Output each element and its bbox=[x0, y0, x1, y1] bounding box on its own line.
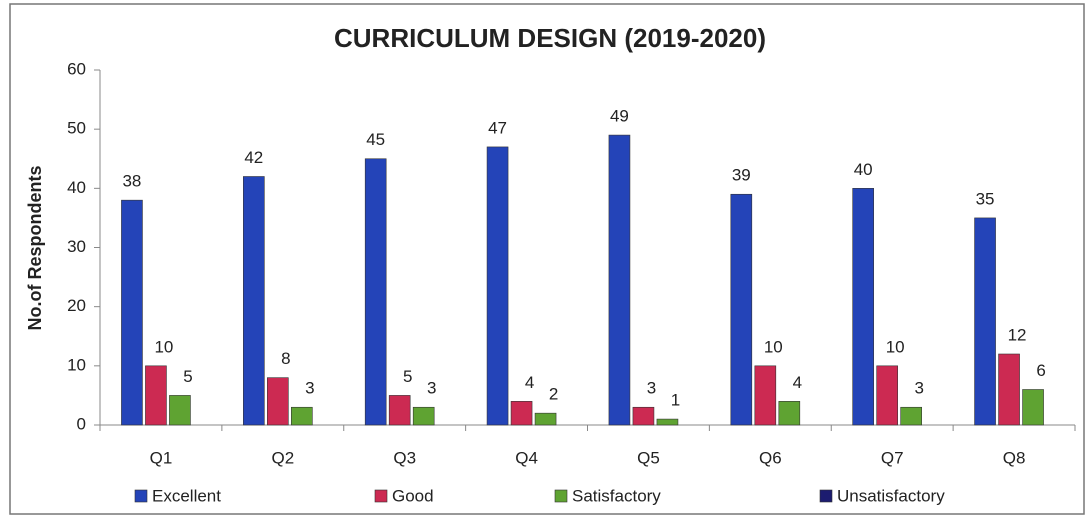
data-label: 42 bbox=[244, 148, 263, 167]
legend-swatch bbox=[819, 489, 833, 503]
data-label: 12 bbox=[1008, 325, 1027, 344]
data-label: 5 bbox=[183, 367, 192, 386]
data-label: 3 bbox=[914, 379, 923, 398]
bar bbox=[145, 365, 167, 426]
y-tick-label: 60 bbox=[67, 59, 86, 78]
bar bbox=[486, 146, 509, 426]
data-label: 3 bbox=[305, 379, 314, 398]
data-label: 10 bbox=[886, 337, 905, 356]
x-tick-label: Q6 bbox=[759, 448, 782, 467]
y-tick-label: 40 bbox=[67, 178, 86, 197]
y-tick-label: 0 bbox=[77, 414, 86, 433]
data-label: 3 bbox=[427, 379, 436, 398]
x-tick-label: Q3 bbox=[393, 448, 416, 467]
data-label: 1 bbox=[671, 391, 680, 410]
y-tick-label: 20 bbox=[67, 296, 86, 315]
y-tick-label: 10 bbox=[67, 355, 86, 374]
bar bbox=[267, 377, 289, 426]
bar bbox=[632, 406, 655, 426]
data-label: 4 bbox=[525, 373, 534, 392]
bar bbox=[1022, 389, 1044, 426]
data-label: 3 bbox=[647, 379, 656, 398]
bar bbox=[388, 395, 411, 426]
bar bbox=[169, 395, 191, 426]
legend-label: Excellent bbox=[152, 486, 221, 505]
bar bbox=[364, 158, 387, 426]
x-tick-label: Q1 bbox=[150, 448, 173, 467]
y-tick-label: 50 bbox=[67, 119, 86, 138]
x-tick-label: Q5 bbox=[637, 448, 660, 467]
data-label: 38 bbox=[122, 172, 141, 191]
legend-swatch bbox=[554, 489, 568, 503]
bar bbox=[876, 365, 898, 426]
data-label: 10 bbox=[154, 337, 173, 356]
legend-label: Unsatisfactory bbox=[837, 486, 945, 505]
x-tick-label: Q7 bbox=[881, 448, 904, 467]
bar bbox=[534, 412, 557, 426]
legend-swatch bbox=[374, 489, 388, 503]
data-label: 5 bbox=[403, 367, 412, 386]
bar bbox=[730, 193, 753, 426]
bar bbox=[852, 188, 874, 426]
legend-swatch bbox=[134, 489, 148, 503]
bar bbox=[974, 217, 996, 426]
y-tick-label: 30 bbox=[67, 237, 86, 256]
data-label: 10 bbox=[764, 337, 783, 356]
bar bbox=[754, 365, 777, 426]
data-label: 2 bbox=[549, 385, 558, 404]
data-label: 6 bbox=[1036, 361, 1045, 380]
data-label: 45 bbox=[366, 130, 385, 149]
legend-label: Good bbox=[392, 486, 434, 505]
bar bbox=[291, 406, 313, 426]
legend-label: Satisfactory bbox=[572, 486, 661, 505]
data-label: 35 bbox=[976, 189, 995, 208]
bar bbox=[998, 353, 1020, 426]
bar bbox=[608, 134, 631, 426]
data-label: 4 bbox=[793, 373, 802, 392]
y-axis-label: No.of Respondents bbox=[25, 166, 45, 331]
x-tick-label: Q8 bbox=[1003, 448, 1026, 467]
bar bbox=[412, 406, 435, 426]
data-label: 47 bbox=[488, 118, 507, 137]
bar bbox=[900, 406, 922, 426]
data-label: 8 bbox=[281, 349, 290, 368]
x-tick-label: Q4 bbox=[515, 448, 538, 467]
data-label: 49 bbox=[610, 107, 629, 126]
bar bbox=[243, 176, 265, 426]
x-tick-label: Q2 bbox=[271, 448, 294, 467]
data-label: 39 bbox=[732, 166, 751, 185]
bar bbox=[510, 401, 533, 426]
data-label: 40 bbox=[854, 160, 873, 179]
bar bbox=[656, 418, 679, 426]
bar bbox=[778, 401, 801, 426]
bar bbox=[121, 199, 143, 426]
frame bbox=[9, 3, 1085, 515]
chart-title: CURRICULUM DESIGN (2019-2020) bbox=[334, 23, 766, 53]
